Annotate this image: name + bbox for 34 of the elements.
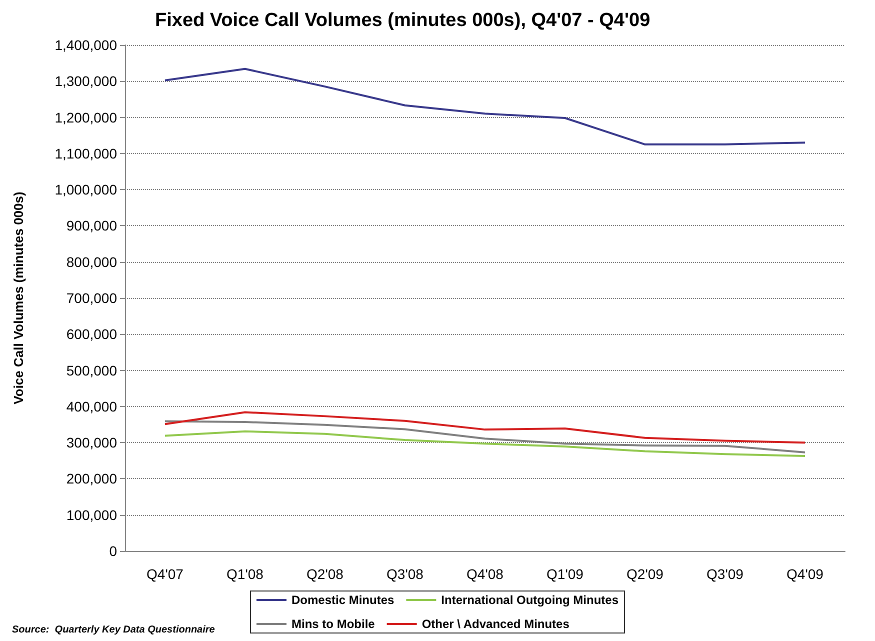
y-tick-label: 1,100,000 bbox=[54, 145, 118, 162]
x-tick-label: Q4'08 bbox=[466, 566, 504, 582]
y-tick-label: 200,000 bbox=[66, 470, 118, 487]
x-tick-label: Q3'09 bbox=[706, 566, 744, 582]
y-tick-label: 1,200,000 bbox=[54, 109, 118, 126]
y-tick-label: 1,000,000 bbox=[54, 182, 118, 198]
y-tick-label: 700,000 bbox=[66, 290, 118, 306]
legend-label: Domestic Minutes bbox=[291, 593, 395, 607]
y-tick-label: 600,000 bbox=[66, 326, 118, 342]
chart-title: Fixed Voice Call Volumes (minutes 000s), Q4'07 - Q4'09 bbox=[155, 10, 650, 31]
line-series bbox=[164, 411, 806, 444]
y-tick-label: 0 bbox=[109, 543, 118, 559]
y-tick-label: 100,000 bbox=[66, 506, 118, 523]
x-tick-label: Q4'07 bbox=[146, 566, 184, 582]
y-tick-label: 900,000 bbox=[66, 218, 118, 234]
y-tick-label: 1,300,000 bbox=[54, 73, 118, 90]
x-tick-label: Q3'08 bbox=[386, 566, 424, 582]
y-tick-label: 300,000 bbox=[66, 434, 118, 451]
x-tick-label: Q2'09 bbox=[626, 566, 664, 582]
x-tick-label: Q4'09 bbox=[786, 566, 824, 582]
legend-label: Mins to Mobile bbox=[291, 617, 376, 631]
line-series bbox=[164, 430, 806, 457]
line-series bbox=[164, 68, 806, 146]
y-tick-label: 800,000 bbox=[66, 254, 118, 270]
legend-label: Other \ Advanced Minutes bbox=[422, 617, 570, 631]
x-tick-label: Q1'09 bbox=[546, 566, 584, 582]
x-tick-label: Q2'08 bbox=[306, 566, 344, 582]
y-axis-title: Voice Call Volumes (minutes 000s) bbox=[11, 192, 26, 404]
y-tick-label: 400,000 bbox=[66, 398, 118, 414]
y-tick-label: 1,400,000 bbox=[54, 37, 118, 53]
y-tick-label: 500,000 bbox=[66, 362, 118, 378]
source-note: Source: Quarterly Key Data Questionnaire bbox=[12, 624, 216, 636]
x-tick-label: Q1'08 bbox=[226, 566, 264, 582]
legend-label: International Outgoing Minutes bbox=[441, 593, 619, 607]
